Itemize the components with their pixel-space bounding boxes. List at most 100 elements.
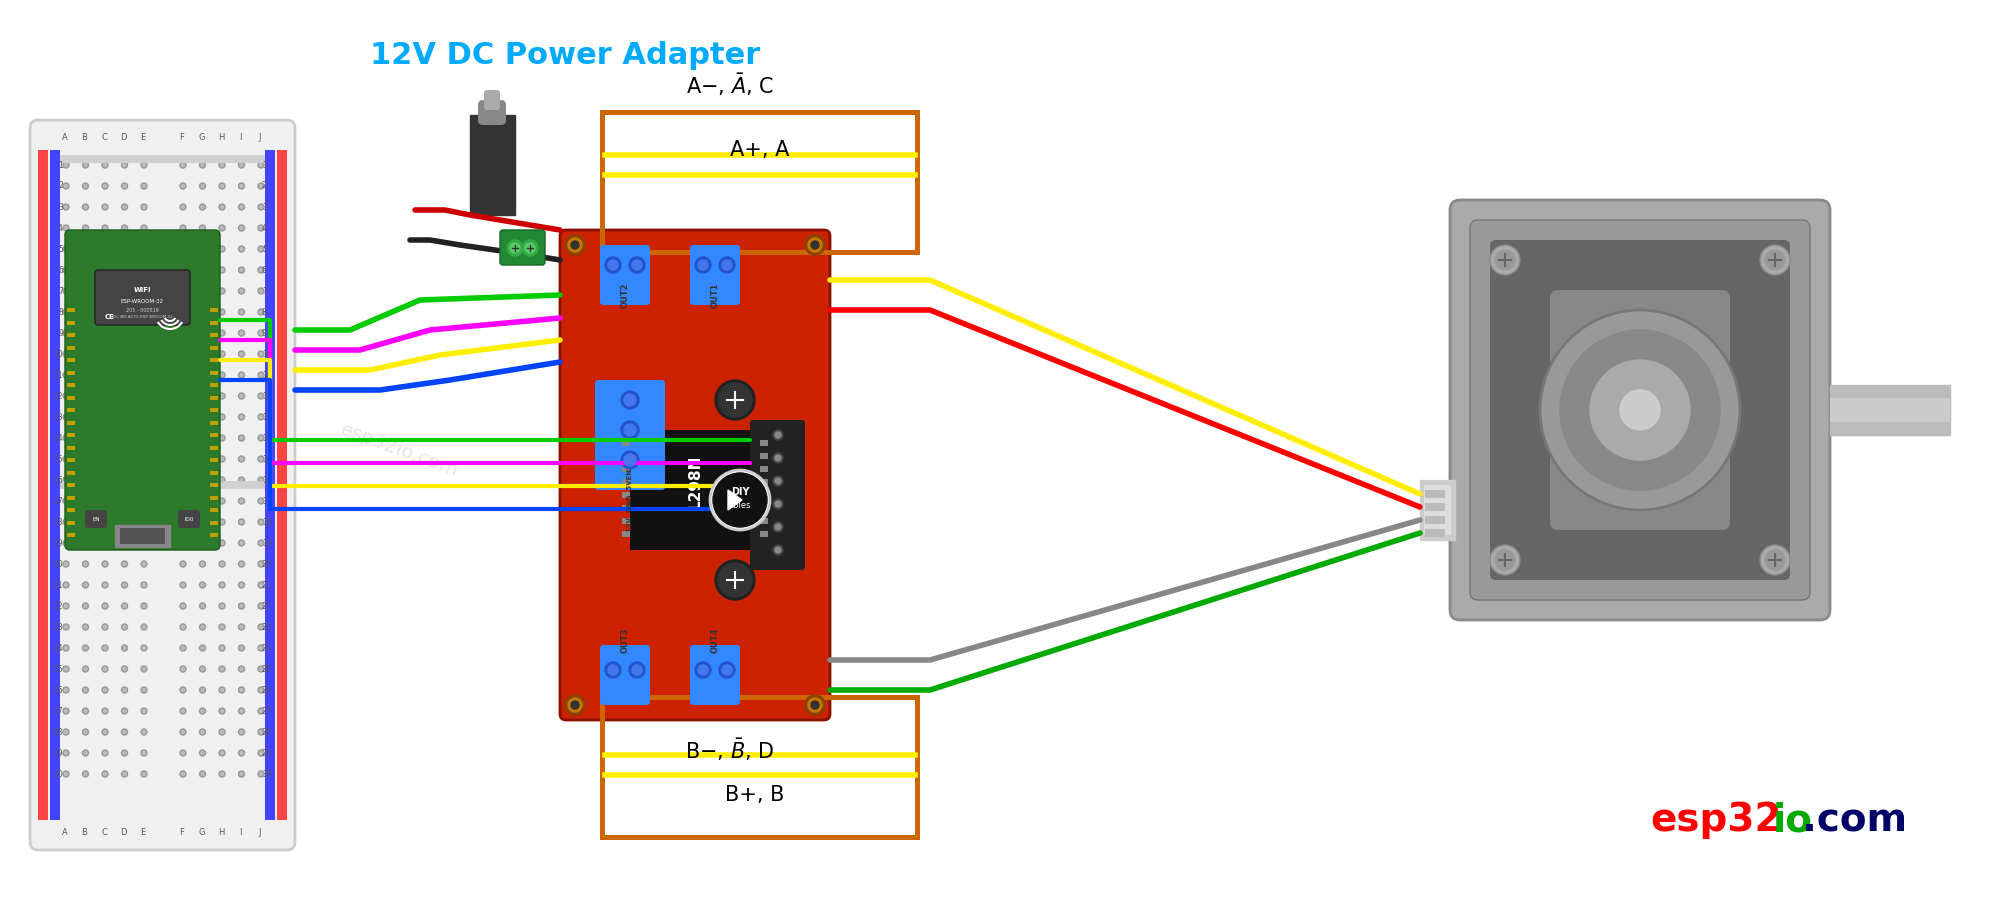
Circle shape bbox=[82, 708, 88, 714]
Circle shape bbox=[64, 563, 68, 566]
Circle shape bbox=[104, 185, 106, 187]
Text: 19: 19 bbox=[54, 538, 64, 548]
Circle shape bbox=[200, 771, 206, 777]
Circle shape bbox=[200, 415, 204, 418]
Circle shape bbox=[260, 584, 262, 586]
Bar bbox=[600, 110, 920, 115]
Circle shape bbox=[566, 235, 584, 255]
Bar bbox=[1830, 385, 1950, 435]
Circle shape bbox=[220, 625, 224, 628]
Circle shape bbox=[122, 582, 128, 588]
Circle shape bbox=[240, 331, 244, 335]
Circle shape bbox=[720, 257, 736, 273]
Circle shape bbox=[122, 750, 128, 756]
Circle shape bbox=[142, 563, 146, 566]
Circle shape bbox=[258, 393, 264, 399]
Text: H: H bbox=[218, 134, 224, 142]
Circle shape bbox=[220, 372, 224, 378]
Circle shape bbox=[508, 240, 524, 256]
Circle shape bbox=[64, 710, 68, 712]
Circle shape bbox=[1766, 550, 1786, 570]
Text: 7: 7 bbox=[58, 287, 64, 296]
FancyBboxPatch shape bbox=[596, 380, 664, 490]
Circle shape bbox=[64, 561, 68, 567]
Circle shape bbox=[180, 246, 186, 252]
Circle shape bbox=[572, 701, 580, 709]
Circle shape bbox=[82, 645, 88, 651]
Circle shape bbox=[122, 267, 128, 273]
Bar bbox=[1424, 503, 1444, 511]
Circle shape bbox=[238, 246, 244, 252]
Bar bbox=[210, 383, 218, 387]
Text: CE: CE bbox=[106, 314, 114, 320]
Circle shape bbox=[84, 479, 88, 481]
Text: 8: 8 bbox=[58, 308, 64, 317]
Circle shape bbox=[84, 290, 88, 292]
Circle shape bbox=[64, 729, 68, 735]
Circle shape bbox=[220, 351, 224, 357]
Circle shape bbox=[200, 750, 206, 756]
Circle shape bbox=[240, 479, 244, 481]
Circle shape bbox=[258, 666, 264, 672]
Text: I: I bbox=[240, 827, 242, 836]
Circle shape bbox=[716, 380, 756, 420]
Circle shape bbox=[180, 687, 186, 693]
Circle shape bbox=[140, 750, 148, 756]
Text: G: G bbox=[198, 134, 204, 142]
Circle shape bbox=[240, 226, 244, 230]
Text: 27: 27 bbox=[262, 707, 272, 716]
Circle shape bbox=[64, 708, 68, 714]
Circle shape bbox=[122, 246, 128, 252]
Circle shape bbox=[200, 226, 204, 230]
Circle shape bbox=[200, 164, 204, 167]
Circle shape bbox=[200, 773, 204, 776]
Circle shape bbox=[220, 730, 224, 733]
Bar bbox=[210, 520, 218, 525]
Text: C: C bbox=[102, 134, 106, 142]
Circle shape bbox=[220, 624, 224, 630]
FancyBboxPatch shape bbox=[1490, 240, 1790, 580]
Circle shape bbox=[124, 710, 126, 712]
Circle shape bbox=[122, 393, 128, 399]
Circle shape bbox=[102, 372, 108, 378]
Circle shape bbox=[180, 750, 186, 756]
Circle shape bbox=[182, 541, 184, 545]
Circle shape bbox=[200, 519, 206, 525]
Circle shape bbox=[260, 479, 262, 481]
Circle shape bbox=[220, 750, 224, 756]
Circle shape bbox=[182, 479, 184, 481]
Text: io: io bbox=[1774, 801, 1812, 839]
Circle shape bbox=[258, 750, 264, 756]
Circle shape bbox=[82, 267, 88, 273]
Circle shape bbox=[82, 288, 88, 294]
Circle shape bbox=[64, 730, 68, 733]
Circle shape bbox=[64, 290, 68, 292]
Circle shape bbox=[64, 603, 68, 609]
Bar bbox=[60, 155, 264, 163]
Circle shape bbox=[522, 240, 538, 256]
Circle shape bbox=[238, 561, 244, 567]
Circle shape bbox=[124, 668, 126, 671]
Circle shape bbox=[628, 662, 644, 678]
Circle shape bbox=[122, 435, 128, 441]
Circle shape bbox=[122, 498, 128, 504]
Circle shape bbox=[258, 477, 264, 483]
Circle shape bbox=[238, 372, 244, 378]
Circle shape bbox=[260, 395, 262, 397]
Circle shape bbox=[82, 435, 88, 441]
Bar bbox=[210, 346, 218, 349]
Circle shape bbox=[84, 520, 88, 523]
Circle shape bbox=[220, 267, 224, 273]
Circle shape bbox=[200, 269, 204, 271]
Circle shape bbox=[102, 666, 108, 672]
Text: 12: 12 bbox=[54, 392, 64, 401]
Circle shape bbox=[220, 561, 224, 567]
Circle shape bbox=[64, 773, 68, 776]
Bar bbox=[1424, 490, 1444, 498]
Bar bbox=[210, 408, 218, 412]
Circle shape bbox=[84, 541, 88, 545]
Circle shape bbox=[64, 372, 68, 378]
Circle shape bbox=[260, 205, 262, 208]
Circle shape bbox=[122, 645, 128, 651]
Circle shape bbox=[84, 605, 88, 607]
